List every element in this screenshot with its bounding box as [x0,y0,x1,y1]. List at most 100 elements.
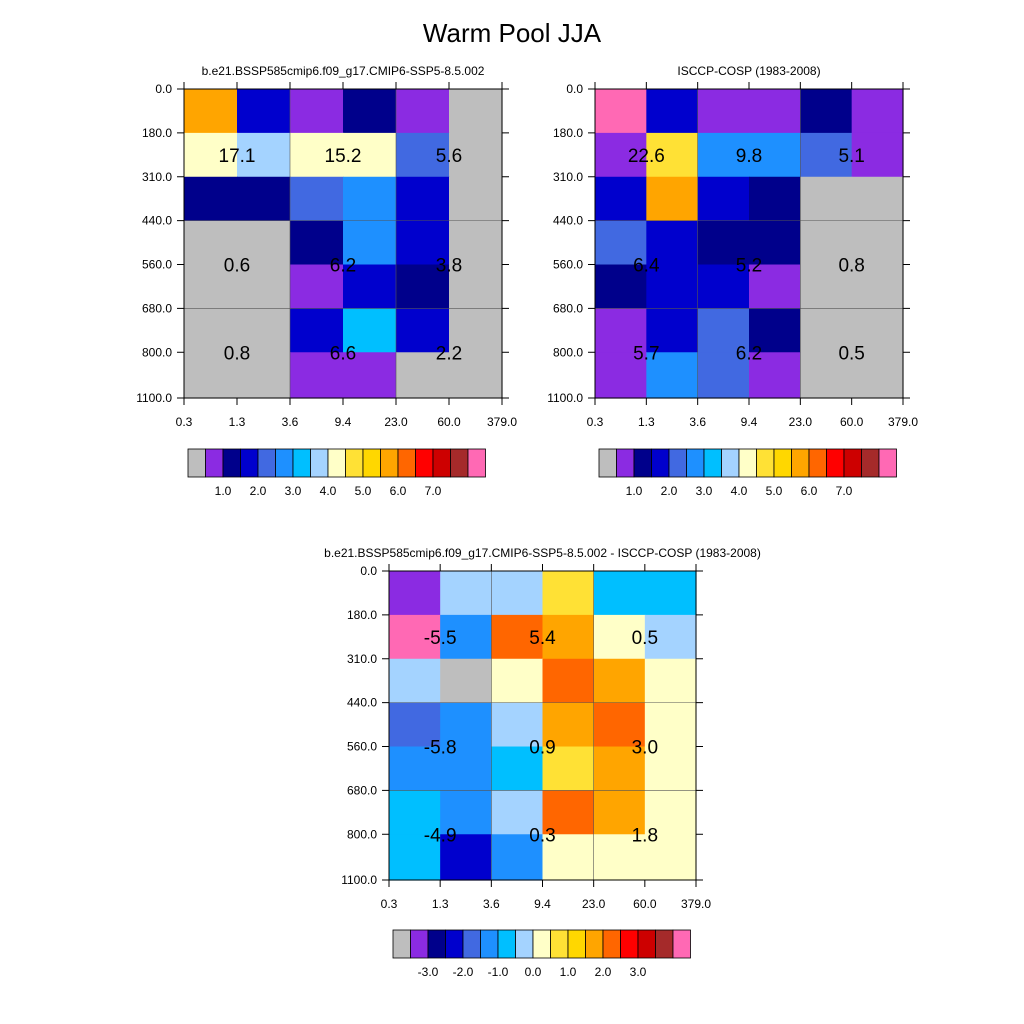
heatmap-cell [184,264,238,309]
heatmap-cell [184,132,238,178]
y-tick-label: 800.0 [347,827,377,841]
heatmap-cell [440,658,492,704]
heatmap-cell [800,220,853,266]
heatmap-cell [749,132,801,178]
y-tick-label: 560.0 [553,258,583,272]
heatmap-cell [595,132,647,178]
heatmap-cell [593,702,646,748]
heatmap-cell [290,352,344,399]
heatmap-cell [593,790,646,835]
colorbar-label: 2.0 [595,965,612,979]
y-tick-label: 180.0 [142,126,172,140]
y-tick-label: 310.0 [347,652,377,666]
heatmap-cell [697,264,750,309]
heatmap-cell [697,220,750,266]
heatmap-cell [237,89,291,134]
heatmap-cell [237,308,291,353]
heatmap-cell [646,220,699,266]
x-tick-label: 60.0 [840,415,864,429]
colorbar-label: -1.0 [488,965,509,979]
heatmap-cell [290,264,344,309]
heatmap-cell [449,264,503,309]
heatmap-cell [542,658,595,704]
block-total-label: -5.5 [424,628,457,649]
heatmap-cell [237,352,291,399]
heatmap-cell [440,746,492,791]
x-tick-label: 9.4 [335,415,352,429]
colorbar-label: -3.0 [418,965,439,979]
block-total-label: 3.8 [436,256,462,277]
heatmap-cell [595,89,647,134]
block-total-label: -5.8 [424,738,457,759]
colorbar-label: 5.0 [766,484,783,498]
heatmap-cell [290,89,344,134]
y-tick-label: 680.0 [142,301,172,315]
heatmap-cell [542,790,595,835]
y-tick-label: 680.0 [347,783,377,797]
colorbar-swatch [672,929,691,959]
heatmap-cell [851,132,904,178]
block-total-label: 9.8 [736,146,762,167]
x-tick-label: 9.4 [741,415,758,429]
block-total-label: 0.3 [529,825,555,846]
heatmap-cell [290,132,344,178]
colorbar-label: 1.0 [560,965,577,979]
colorbar-swatch [467,448,486,478]
colorbar-swatch [240,448,259,478]
x-tick-label: 1.3 [432,897,449,911]
heatmap-cell [389,834,441,881]
colorbar-swatch [616,448,635,478]
heatmap-cell [644,614,697,660]
colorbar-swatch [633,448,652,478]
heatmap-cell [800,352,853,399]
colorbar-label: 0.0 [525,965,542,979]
colorbar-swatch [721,448,740,478]
colorbar-label: 3.0 [285,484,302,498]
x-tick-label: 3.6 [689,415,706,429]
y-tick-label: 1100.0 [136,391,172,405]
heatmap-cell [542,834,595,881]
x-tick-label: 379.0 [888,415,918,429]
heatmap-cell [389,571,441,616]
block-total-label: 22.6 [628,146,665,167]
heatmap-cell [593,834,646,881]
colorbar-swatch [791,448,810,478]
colorbar-swatch [445,929,464,959]
colorbar-label: 6.0 [390,484,407,498]
heatmap-cell [595,352,647,399]
colorbar-swatch [462,929,481,959]
colorbar-label: -2.0 [453,965,474,979]
colorbar-label: 1.0 [215,484,232,498]
heatmap-cell [491,834,544,881]
heatmap-cell [449,176,503,222]
heatmap-cell [800,132,853,178]
colorbar-label: 2.0 [250,484,267,498]
colorbar-swatch [415,448,434,478]
heatmap-cell [644,571,697,616]
heatmap-cell [800,89,853,134]
x-tick-label: 23.0 [582,897,606,911]
panel-title: ISCCP-COSP (1983-2008) [677,64,820,78]
heatmap-cell [184,352,238,399]
heatmap-cell [396,132,450,178]
heatmap-cell [449,132,503,178]
colorbar-swatch [480,929,499,959]
x-tick-label: 60.0 [437,415,461,429]
x-tick-label: 9.4 [534,897,551,911]
heatmap-cell [491,571,544,616]
heatmap-cell [646,176,699,222]
y-tick-label: 440.0 [347,696,377,710]
y-tick-label: 560.0 [142,258,172,272]
y-tick-label: 180.0 [347,608,377,622]
heatmap-cell [697,352,750,399]
heatmap-cell [237,264,291,309]
x-tick-label: 379.0 [487,415,517,429]
heatmap-cell [343,264,397,309]
y-tick-label: 440.0 [142,214,172,228]
colorbar-swatch [878,448,897,478]
heatmap-cell [595,308,647,353]
heatmap-cell [593,746,646,791]
colorbar-swatch [222,448,241,478]
colorbar-label: 6.0 [801,484,818,498]
heatmap-cell [440,702,492,748]
